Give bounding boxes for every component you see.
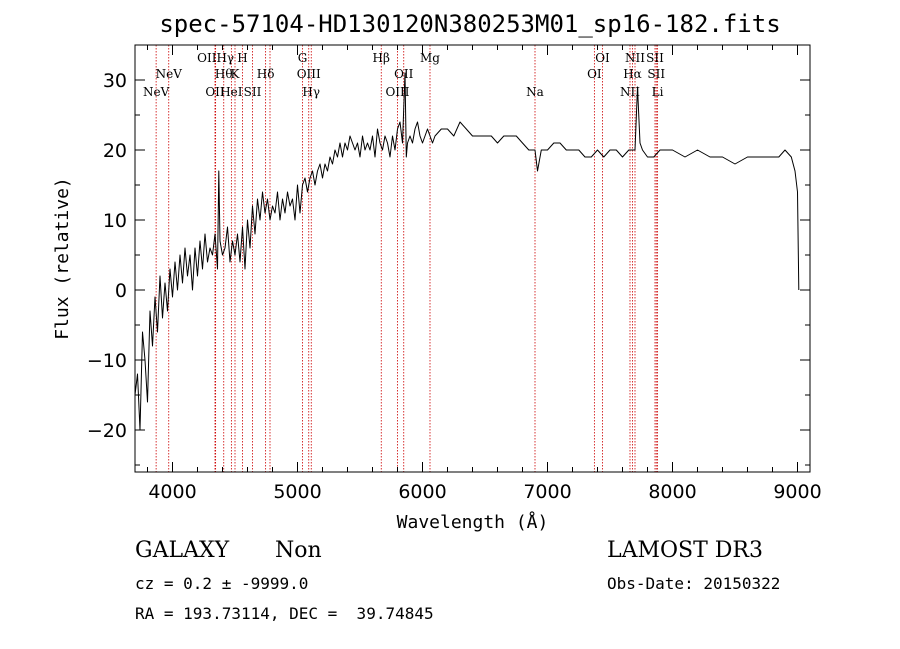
x-axis-label: Wavelength (Å) [397, 511, 549, 533]
emission-line-label-17: Mg [420, 51, 440, 65]
emission-line-label-22: Hα [623, 67, 642, 81]
emission-line-label-0: NeV [143, 85, 170, 99]
chart-title: spec-57104-HD130120N380253M01_sp16-182.f… [159, 10, 780, 38]
emission-line-label-6: K [231, 67, 241, 81]
y-tick-label-10: 10 [103, 210, 127, 232]
emission-line-label-16: OII [394, 67, 414, 81]
object-class: GALAXY [135, 538, 230, 563]
emission-line-label-11: G [298, 51, 308, 65]
emission-line-label-19: OI [587, 67, 602, 81]
x-tick-label-6000: 6000 [398, 481, 446, 503]
emission-line-label-24: SII [646, 51, 664, 65]
y-tick-label-30: 30 [103, 70, 127, 92]
plot-frame [134, 44, 811, 473]
spectrum-series [134, 72, 800, 431]
y-tick-label--20: −20 [87, 420, 127, 442]
emission-line-label-12: OIII [297, 67, 321, 81]
object-subclass: Non [275, 538, 322, 563]
emission-line-label-14: Hβ [373, 51, 390, 65]
emission-line-label-23: NII [625, 51, 645, 65]
y-axis-ticks: −20 −10 0 10 20 30 [87, 44, 810, 466]
y-axis-label: Flux (relative) [52, 177, 73, 340]
x-tick-label-5000: 5000 [273, 481, 321, 503]
x-tick-label-4000: 4000 [148, 481, 196, 503]
emission-line-label-21: NII [620, 85, 640, 99]
emission-line-label-1: NeV [156, 67, 183, 81]
emission-line-label-20: OI [595, 51, 610, 65]
emission-line-labels: NeV NeV OII OIIHγ Hθ HeI KH SII Hδ G OIII Hγ Hβ OIII O… [143, 51, 665, 99]
emission-line-markers [155, 45, 658, 472]
x-tick-label-8000: 8000 [648, 481, 696, 503]
emission-line-label-25: SII [647, 67, 665, 81]
emission-line-label-26: Li [652, 85, 664, 99]
x-tick-label-7000: 7000 [523, 481, 571, 503]
survey-name: LAMOST DR3 [607, 538, 763, 563]
emission-line-label-15: OIII [385, 85, 409, 99]
spectrum-line-0 [134, 72, 800, 431]
emission-line-label-8: SII [244, 85, 262, 99]
emission-line-label-4: Hθ [215, 67, 233, 81]
y-tick-label-20: 20 [103, 140, 127, 162]
emission-line-label-2: OII [205, 85, 225, 99]
emission-line-label-13: Hγ [302, 85, 320, 99]
emission-line-label-3: OIIHγ [197, 51, 234, 65]
x-tick-label-9000: 9000 [773, 481, 821, 503]
observation-date: Obs-Date: 20150322 [607, 574, 781, 593]
emission-line-label-5: HeI [220, 85, 243, 99]
x-axis-ticks: 4000 5000 6000 7000 8000 9000 [147, 45, 822, 503]
redshift-cz: cz = 0.2 ± -9999.0 [135, 574, 309, 593]
y-tick-label-0: 0 [115, 280, 127, 302]
emission-line-label-9: Hδ [257, 67, 275, 81]
ra-dec: RA = 193.73114, DEC = 39.74845 [135, 604, 434, 623]
emission-line-label-7: H [237, 51, 247, 65]
y-tick-label--10: −10 [87, 350, 127, 372]
emission-line-label-18: Na [526, 85, 544, 99]
